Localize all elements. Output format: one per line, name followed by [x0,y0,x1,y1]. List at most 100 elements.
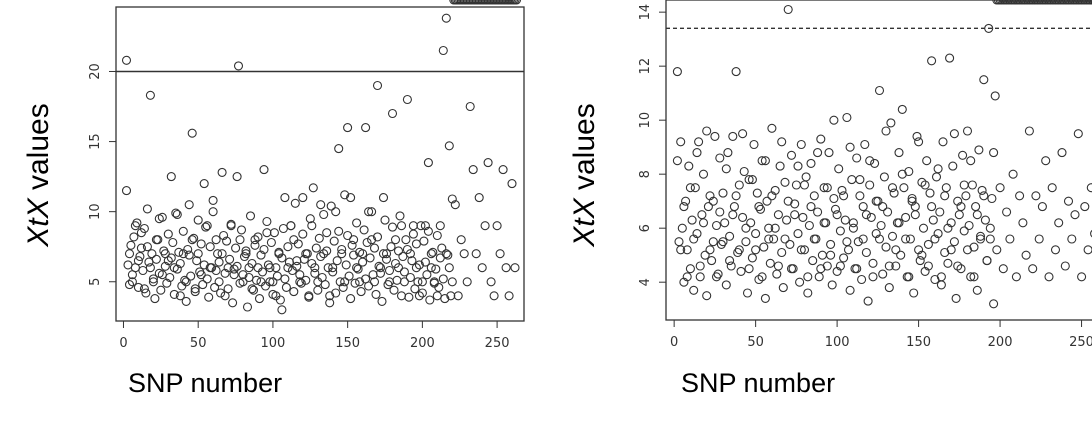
data-point [242,302,253,312]
data-point [431,264,441,274]
data-point [468,165,478,175]
data-point [764,223,774,233]
data-point [728,210,738,220]
data-point [989,299,999,309]
data-point [498,165,508,175]
data-point [716,239,726,249]
data-point [127,277,137,287]
data-point [298,193,308,203]
data-point [350,278,360,288]
data-point [1083,245,1092,255]
data-point [380,215,390,225]
data-point [883,207,893,217]
data-point [367,207,377,217]
data-point [736,266,746,276]
data-point [923,239,933,249]
data-point [723,148,733,158]
y-tick-label: 15 [88,133,103,150]
data-point [404,292,414,302]
data-point [459,249,469,259]
y-axis-label-italic: XtX [22,197,55,247]
data-point [198,280,208,290]
data-point [967,180,977,190]
data-point [786,150,797,160]
data-point [984,23,994,33]
data-point [1002,207,1012,217]
data-point [738,212,748,222]
data-point [293,239,303,249]
data-point [349,250,359,260]
data-point [222,236,232,246]
data-point [922,156,932,166]
data-point [250,240,260,250]
data-point [741,223,751,233]
data-point [881,126,891,136]
data-point [239,251,250,262]
data-point [769,234,779,244]
data-point [703,202,713,212]
data-point [1047,183,1057,193]
data-point [1070,210,1080,220]
data-point [822,261,832,271]
data-point [204,292,214,302]
data-point [1080,202,1090,212]
data-point [259,165,269,175]
data-point [322,246,332,256]
data-point [744,175,754,185]
data-point [918,223,929,233]
data-point [232,172,242,182]
data-point [326,201,336,211]
data-point [695,261,705,271]
data-point [677,223,687,233]
data-point [905,234,915,244]
data-point [912,131,922,141]
data-point [770,223,780,233]
data-point [889,188,899,198]
data-point [734,245,744,255]
data-point [969,272,979,282]
data-point [283,263,293,273]
data-point [390,258,401,269]
data-point [352,263,362,273]
data-point [450,200,460,210]
y-tick-label: 12 [638,58,653,75]
data-point [899,183,909,193]
x-tick-label: 200 [410,336,435,351]
data-point [790,199,800,209]
data-point [483,158,493,168]
data-point [310,268,320,278]
data-point [235,235,245,245]
data-point [272,271,282,281]
data-point [1028,264,1038,274]
data-point [773,261,783,271]
data-point [369,277,380,287]
data-point [507,179,517,189]
data-point [183,244,193,255]
data-point [897,104,907,114]
x-tick-label: 150 [335,336,360,351]
data-point [378,249,389,259]
data-point [492,221,502,231]
data-point [832,210,842,220]
data-point [178,226,188,236]
data-point [949,237,959,247]
data-point [679,202,689,212]
data-point [826,250,836,260]
data-point [1018,218,1028,228]
data-point [465,101,475,112]
data-point [202,221,212,231]
data-point [694,137,704,147]
data-point [266,237,276,248]
data-point [283,242,293,252]
data-point [304,292,314,302]
data-point [891,261,901,271]
y-ticks: 5 10 15 20 [88,63,116,286]
data-point [365,253,375,263]
data-point [289,287,299,297]
data-point [480,221,490,231]
data-point [257,267,268,277]
data-point [746,218,756,228]
data-point [233,61,244,71]
data-point [780,177,790,187]
data-point [879,172,889,182]
